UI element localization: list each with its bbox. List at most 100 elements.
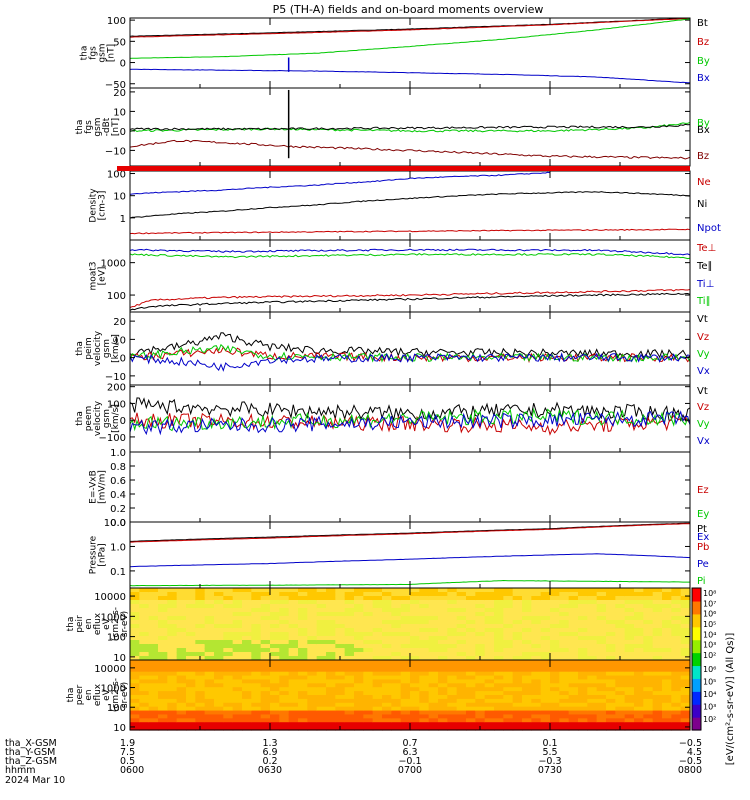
heatmap-cell — [148, 616, 159, 621]
heatmap-cell — [158, 698, 168, 704]
heatmap-cell — [354, 722, 364, 727]
heatmap-cell — [578, 687, 588, 692]
heatmap-cell — [326, 612, 336, 617]
heatmap-cell — [438, 687, 448, 692]
heatmap-cell — [494, 663, 504, 669]
heatmap-cell — [671, 722, 682, 727]
heatmap-cell — [680, 608, 691, 613]
heatmap-cell — [204, 710, 215, 716]
heatmap-cell — [251, 656, 262, 661]
heatmap-cell — [288, 612, 299, 617]
heatmap-cell — [363, 624, 374, 629]
heatmap-cell — [391, 663, 402, 669]
heatmap-cell — [475, 671, 486, 677]
heatmap-cell — [652, 675, 663, 681]
heatmap-cell — [456, 706, 467, 712]
legend-label: Vt — [697, 386, 708, 397]
heatmap-cell — [232, 652, 243, 657]
heatmap-cell — [363, 702, 374, 708]
heatmap-cell — [484, 632, 495, 637]
heatmap-cell — [503, 624, 514, 629]
heatmap-cell — [204, 718, 215, 723]
heatmap-cell — [326, 710, 336, 716]
heatmap-cell — [232, 663, 243, 669]
heatmap-cell — [400, 640, 411, 645]
heatmap-cell — [568, 722, 579, 727]
heatmap-cell — [176, 616, 187, 621]
heatmap-cell — [456, 726, 467, 731]
heatmap-cell — [344, 706, 355, 712]
heatmap-cell — [260, 722, 271, 727]
heatmap-cell — [288, 706, 299, 712]
heatmap-cell — [391, 612, 402, 617]
heatmap-cell — [606, 644, 616, 649]
heatmap-cell — [438, 660, 448, 665]
heatmap-cell — [400, 600, 411, 605]
heatmap-cell — [363, 616, 374, 621]
heatmap-cell — [578, 608, 588, 613]
heatmap-cell — [503, 588, 514, 593]
heatmap-cell — [671, 632, 682, 637]
heatmap-cell — [391, 702, 402, 708]
heatmap-cell — [643, 616, 654, 621]
heatmap-cell — [232, 726, 243, 731]
heatmap-cell — [568, 687, 579, 692]
heatmap-cell — [391, 675, 402, 681]
heatmap-cell — [466, 722, 476, 727]
heatmap-cell — [298, 628, 308, 633]
heatmap-cell — [634, 691, 644, 696]
heatmap-cell — [316, 600, 327, 605]
heatmap-cell — [130, 675, 140, 681]
heatmap-cell — [270, 632, 280, 637]
heatmap-cell — [419, 687, 430, 692]
heatmap-cell — [550, 691, 560, 696]
heatmap-cell — [550, 710, 560, 716]
heatmap-cell — [176, 695, 187, 700]
heatmap-cell — [279, 706, 290, 712]
heatmap-cell — [186, 683, 196, 688]
heatmap-cell — [223, 667, 234, 673]
heatmap-cell — [223, 604, 234, 609]
heatmap-cell — [652, 702, 663, 708]
heatmap-cell — [251, 675, 262, 681]
heatmap-cell — [559, 702, 570, 708]
heatmap-cell — [130, 604, 140, 609]
heatmap-cell — [559, 612, 570, 617]
heatmap-cell — [186, 667, 196, 673]
heatmap-cell — [316, 628, 327, 633]
heatmap-cell — [139, 592, 150, 597]
heatmap-cell — [372, 660, 383, 665]
heatmap-cell — [148, 588, 159, 593]
heatmap-cell — [391, 687, 402, 692]
heatmap-cell — [363, 592, 374, 597]
heatmap-cell — [512, 718, 523, 723]
heatmap-cell — [372, 718, 383, 723]
heatmap-cell — [540, 624, 551, 629]
heatmap-cell — [260, 691, 271, 696]
heatmap-cell — [456, 698, 467, 704]
heatmap-cell — [298, 698, 308, 704]
heatmap-cell — [260, 706, 271, 712]
heatmap-cell — [466, 616, 476, 621]
heatmap-cell — [232, 620, 243, 625]
heatmap-cell — [522, 706, 532, 712]
heatmap-cell — [344, 691, 355, 696]
heatmap-cell — [410, 632, 420, 637]
heatmap-cell — [223, 616, 234, 621]
heatmap-cell — [568, 679, 579, 684]
heatmap-cell — [326, 722, 336, 727]
heatmap-cell — [223, 620, 234, 625]
y-axis-label: [nT] — [111, 118, 121, 136]
heatmap-cell — [410, 695, 420, 700]
heatmap-cell — [307, 663, 318, 669]
colorbar-segment — [692, 613, 701, 628]
heatmap-cell — [223, 722, 234, 727]
heatmap-cell — [662, 604, 672, 609]
y-axis-label: [nPa] — [98, 543, 108, 566]
heatmap-cell — [587, 706, 598, 712]
heatmap-cell — [186, 592, 196, 597]
heatmap-cell — [279, 628, 290, 633]
heatmap-cell — [391, 628, 402, 633]
heatmap-cell — [167, 620, 178, 625]
heatmap-cell — [204, 604, 215, 609]
